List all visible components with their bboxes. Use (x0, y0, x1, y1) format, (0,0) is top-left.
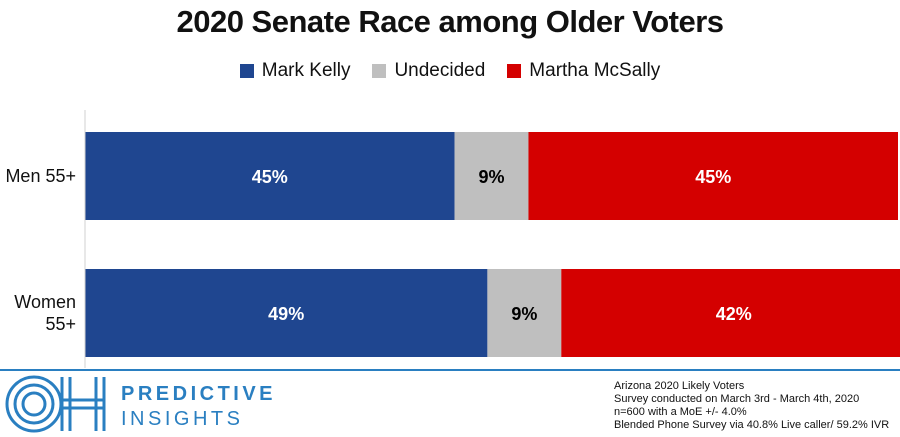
oh-logo-icon (5, 375, 106, 433)
legend-item: Mark Kelly (239, 60, 351, 82)
data-label: 9% (511, 304, 537, 324)
data-label: 45% (252, 167, 288, 187)
bar-segment (454, 132, 529, 220)
legend: Mark Kelly Undecided Martha McSally (0, 60, 900, 82)
footnote-line: Blended Phone Survey via 40.8% Live call… (614, 419, 890, 431)
footnote-line: n=600 with a MoE +/- 4.0% (614, 406, 747, 418)
brand-line1: PREDICTIVE (121, 383, 277, 405)
brand-line2: INSIGHTS (121, 408, 244, 430)
legend-label: Martha McSally (529, 60, 661, 81)
bar-segment (85, 269, 488, 357)
bar-segment (85, 132, 455, 220)
bar-segment (528, 132, 898, 220)
data-label: 49% (268, 304, 304, 324)
legend-swatch (372, 64, 387, 78)
data-label: 9% (478, 167, 504, 187)
legend-swatch (507, 64, 522, 78)
survey-footnote: Arizona 2020 Likely Voters Survey conduc… (614, 380, 889, 432)
data-label: 42% (716, 304, 752, 324)
chart-title: 2020 Senate Race among Older Voters (176, 4, 724, 39)
legend-label: Mark Kelly (261, 60, 351, 81)
bar-segment (487, 269, 562, 357)
category-label: Women 55+ (14, 292, 76, 334)
legend-item: Martha McSally (507, 60, 660, 82)
legend-label: Undecided (394, 60, 486, 81)
legend-item: Undecided (372, 60, 485, 82)
brand-name: PREDICTIVE INSIGHTS (121, 382, 276, 432)
category-label: Men 55+ (5, 166, 76, 186)
legend-swatch (239, 64, 254, 78)
footnote-line: Arizona 2020 Likely Voters (614, 380, 745, 392)
footnote-line: Survey conducted on March 3rd - March 4t… (614, 393, 860, 405)
data-label: 45% (695, 167, 731, 187)
bar-segment (561, 269, 900, 357)
footer-divider (0, 369, 900, 371)
